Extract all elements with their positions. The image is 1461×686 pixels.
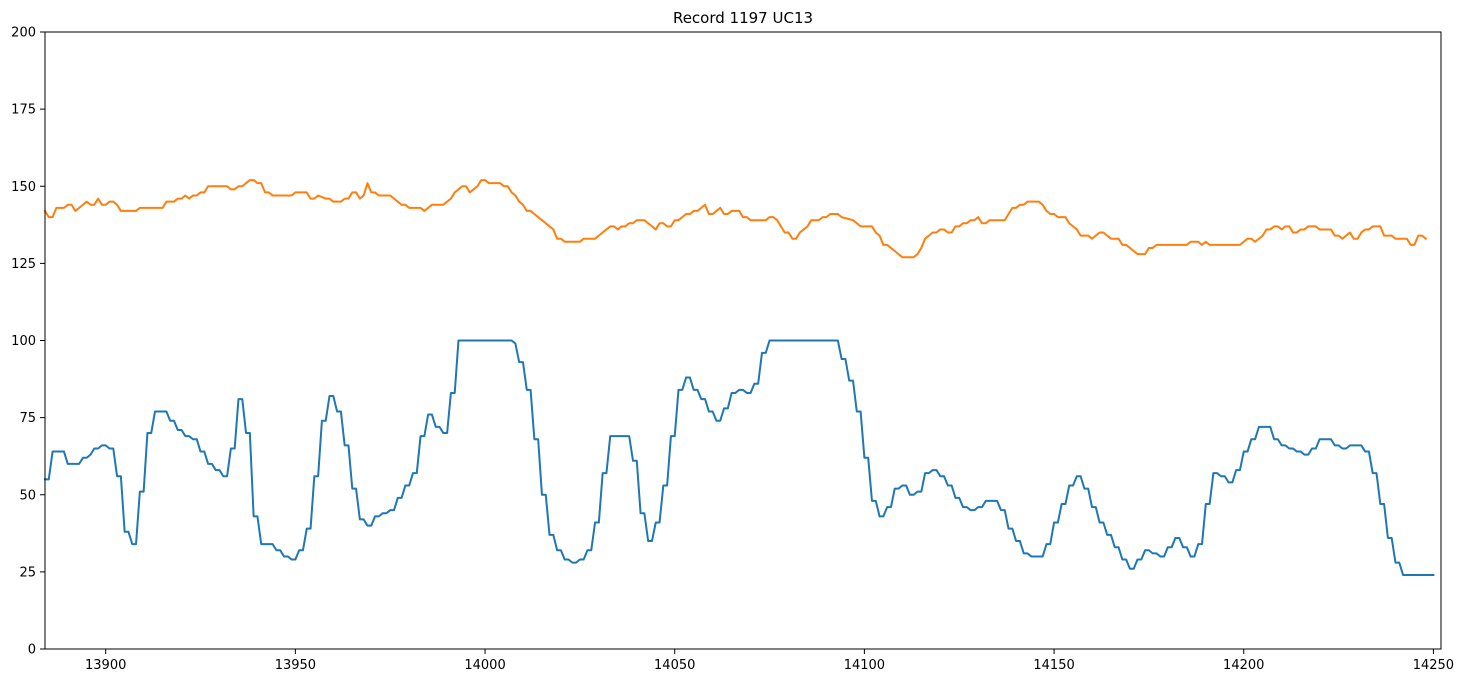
x-tick-label: 14150 xyxy=(1033,658,1074,673)
x-tick-label: 13900 xyxy=(85,658,126,673)
x-tick-label: 14050 xyxy=(654,658,695,673)
x-tick-label: 14000 xyxy=(464,658,505,673)
y-tick-label: 0 xyxy=(28,643,36,658)
axis-layer: 0 25 50 75 100 125 150 175 200 13900 13950 14000 140… xyxy=(11,26,1454,674)
x-tick-label: 14250 xyxy=(1413,658,1454,673)
x-tick-label: 14200 xyxy=(1223,658,1264,673)
y-tick-label: 50 xyxy=(19,488,36,503)
y-tick-label: 150 xyxy=(11,180,36,195)
y-tick-label: 200 xyxy=(11,26,36,41)
x-tick-label: 13950 xyxy=(275,658,316,673)
y-tick-label: 75 xyxy=(19,411,36,426)
y-tick-label: 175 xyxy=(11,103,36,118)
chart-title: Record 1197 UC13 xyxy=(673,9,813,27)
series-2-line xyxy=(43,179,1428,259)
series-layer xyxy=(43,179,1435,576)
y-tick-label: 100 xyxy=(11,334,36,349)
x-tick-label: 14100 xyxy=(844,658,885,673)
y-tick-label: 25 xyxy=(19,565,36,580)
plot-frame xyxy=(44,31,1442,650)
y-tick-label: 125 xyxy=(11,257,36,272)
series-1-line xyxy=(44,339,1435,576)
